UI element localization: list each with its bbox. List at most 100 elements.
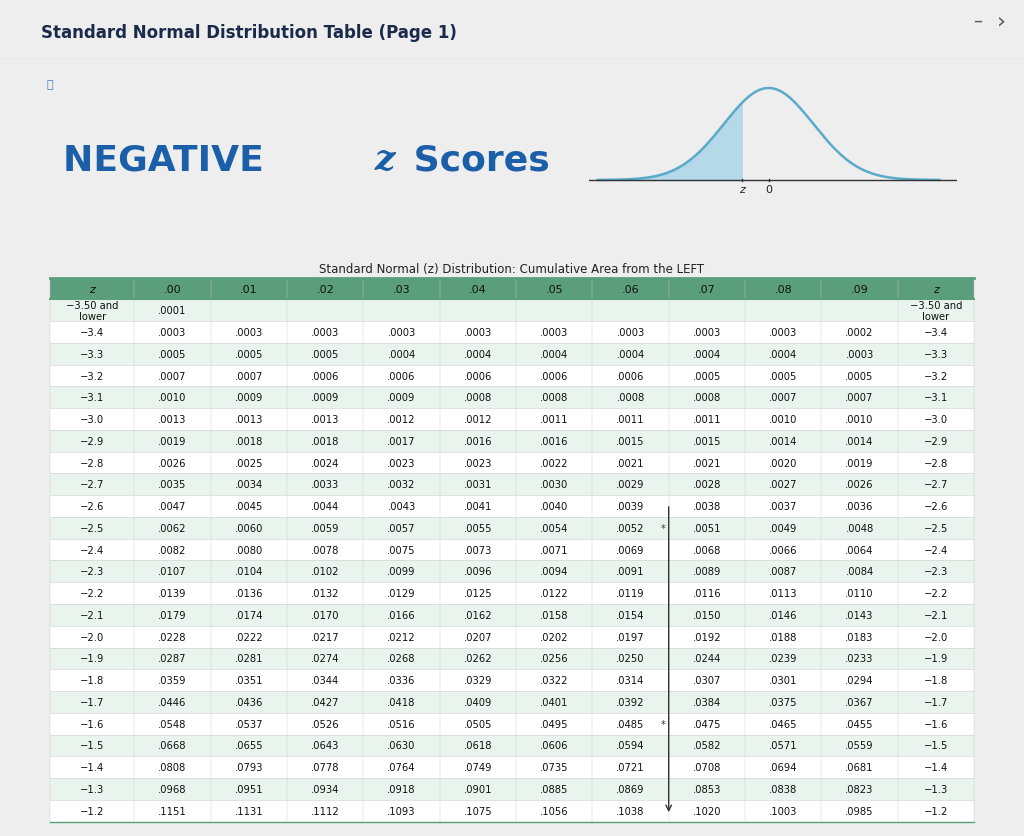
Text: .0036: .0036 [846,502,873,512]
Text: .00: .00 [164,284,181,294]
Text: .0823: .0823 [846,784,873,794]
Text: .0004: .0004 [464,349,492,359]
Text: .0084: .0084 [846,567,873,577]
Text: −3.0: −3.0 [80,415,104,425]
Text: .0170: .0170 [311,610,339,620]
Text: .0594: .0594 [616,741,645,751]
Text: −2.8: −2.8 [924,458,948,468]
Text: .0004: .0004 [387,349,416,359]
Text: .0384: .0384 [693,697,721,707]
Text: .0035: .0035 [159,480,186,490]
Text: .0132: .0132 [311,589,339,599]
Text: .0143: .0143 [846,610,873,620]
Text: .0233: .0233 [846,654,873,664]
Text: .0314: .0314 [616,675,645,686]
Text: .0359: .0359 [159,675,186,686]
Text: .0017: .0017 [387,436,416,446]
Text: .0006: .0006 [387,371,416,381]
Text: 0: 0 [765,185,772,195]
Text: −2.6: −2.6 [924,502,948,512]
Text: −2.0: −2.0 [80,632,104,642]
Text: −3.2: −3.2 [924,371,948,381]
Text: Scores: Scores [400,143,550,177]
Text: .04: .04 [469,284,486,294]
Text: .0033: .0033 [311,480,339,490]
Text: .0329: .0329 [464,675,493,686]
Text: .0068: .0068 [692,545,721,555]
Text: .1038: .1038 [616,806,645,816]
Text: .0367: .0367 [845,697,873,707]
Text: .0096: .0096 [464,567,493,577]
Text: .0721: .0721 [616,762,645,772]
Text: .0951: .0951 [234,784,263,794]
Text: .0618: .0618 [464,741,493,751]
Text: Standard Normal (z) Distribution: Cumulative Area from the LEFT: Standard Normal (z) Distribution: Cumula… [319,263,705,276]
Text: .0436: .0436 [234,697,263,707]
Text: .0006: .0006 [616,371,645,381]
Text: .0004: .0004 [616,349,645,359]
Bar [50,561,974,583]
Text: .0838: .0838 [769,784,798,794]
Text: .0294: .0294 [845,675,873,686]
Text: .0129: .0129 [387,589,416,599]
Text: .1056: .1056 [540,806,568,816]
Text: .0047: .0047 [159,502,186,512]
Text: .0022: .0022 [540,458,568,468]
Text: .0122: .0122 [540,589,568,599]
Text: .0606: .0606 [540,741,568,751]
Text: .0446: .0446 [159,697,186,707]
Text: .0505: .0505 [464,719,493,729]
Text: .0007: .0007 [234,371,263,381]
Text: .0113: .0113 [769,589,798,599]
Text: −3.2: −3.2 [80,371,104,381]
Text: .0049: .0049 [769,523,798,533]
Text: −1.7: −1.7 [80,697,104,707]
Text: .0003: .0003 [769,328,798,338]
Text: −1.4: −1.4 [924,762,948,772]
Text: .0102: .0102 [311,567,339,577]
Text: .0582: .0582 [692,741,721,751]
Text: .0087: .0087 [769,567,798,577]
Text: .1151: .1151 [158,806,186,816]
Text: −1.9: −1.9 [80,654,104,664]
Text: .0197: .0197 [616,632,645,642]
Text: .0107: .0107 [159,567,186,577]
Text: .0222: .0222 [234,632,263,642]
Text: .0281: .0281 [234,654,263,664]
Text: .0110: .0110 [845,589,873,599]
Text: .0681: .0681 [845,762,873,772]
Text: .0013: .0013 [159,415,186,425]
Text: .0021: .0021 [692,458,721,468]
Text: .0287: .0287 [159,654,186,664]
Text: .0034: .0034 [234,480,263,490]
Text: .0089: .0089 [692,567,721,577]
Text: .0094: .0094 [540,567,568,577]
Text: .0516: .0516 [387,719,416,729]
Bar [50,626,974,648]
Text: .0024: .0024 [311,458,339,468]
Text: .0032: .0032 [387,480,416,490]
Text: .08: .08 [774,284,793,294]
Text: .0116: .0116 [692,589,721,599]
Text: .0003: .0003 [387,328,416,338]
Text: .0183: .0183 [846,632,873,642]
Text: .0150: .0150 [692,610,721,620]
Text: .0179: .0179 [158,610,186,620]
Text: .0307: .0307 [692,675,721,686]
Text: .0139: .0139 [159,589,186,599]
Text: −1.8: −1.8 [80,675,104,686]
Text: −2.6: −2.6 [80,502,104,512]
Text: .0016: .0016 [540,436,568,446]
Text: .0336: .0336 [387,675,416,686]
Text: .0021: .0021 [616,458,645,468]
Text: −1.5: −1.5 [924,741,948,751]
Text: −2.9: −2.9 [80,436,104,446]
Text: −3.3: −3.3 [924,349,948,359]
Text: ⎙: ⎙ [46,79,52,89]
Bar [50,278,974,300]
Text: .0455: .0455 [845,719,873,729]
Text: .1075: .1075 [464,806,493,816]
Text: .0005: .0005 [846,371,873,381]
Text: −1.8: −1.8 [924,675,948,686]
Text: .0038: .0038 [693,502,721,512]
